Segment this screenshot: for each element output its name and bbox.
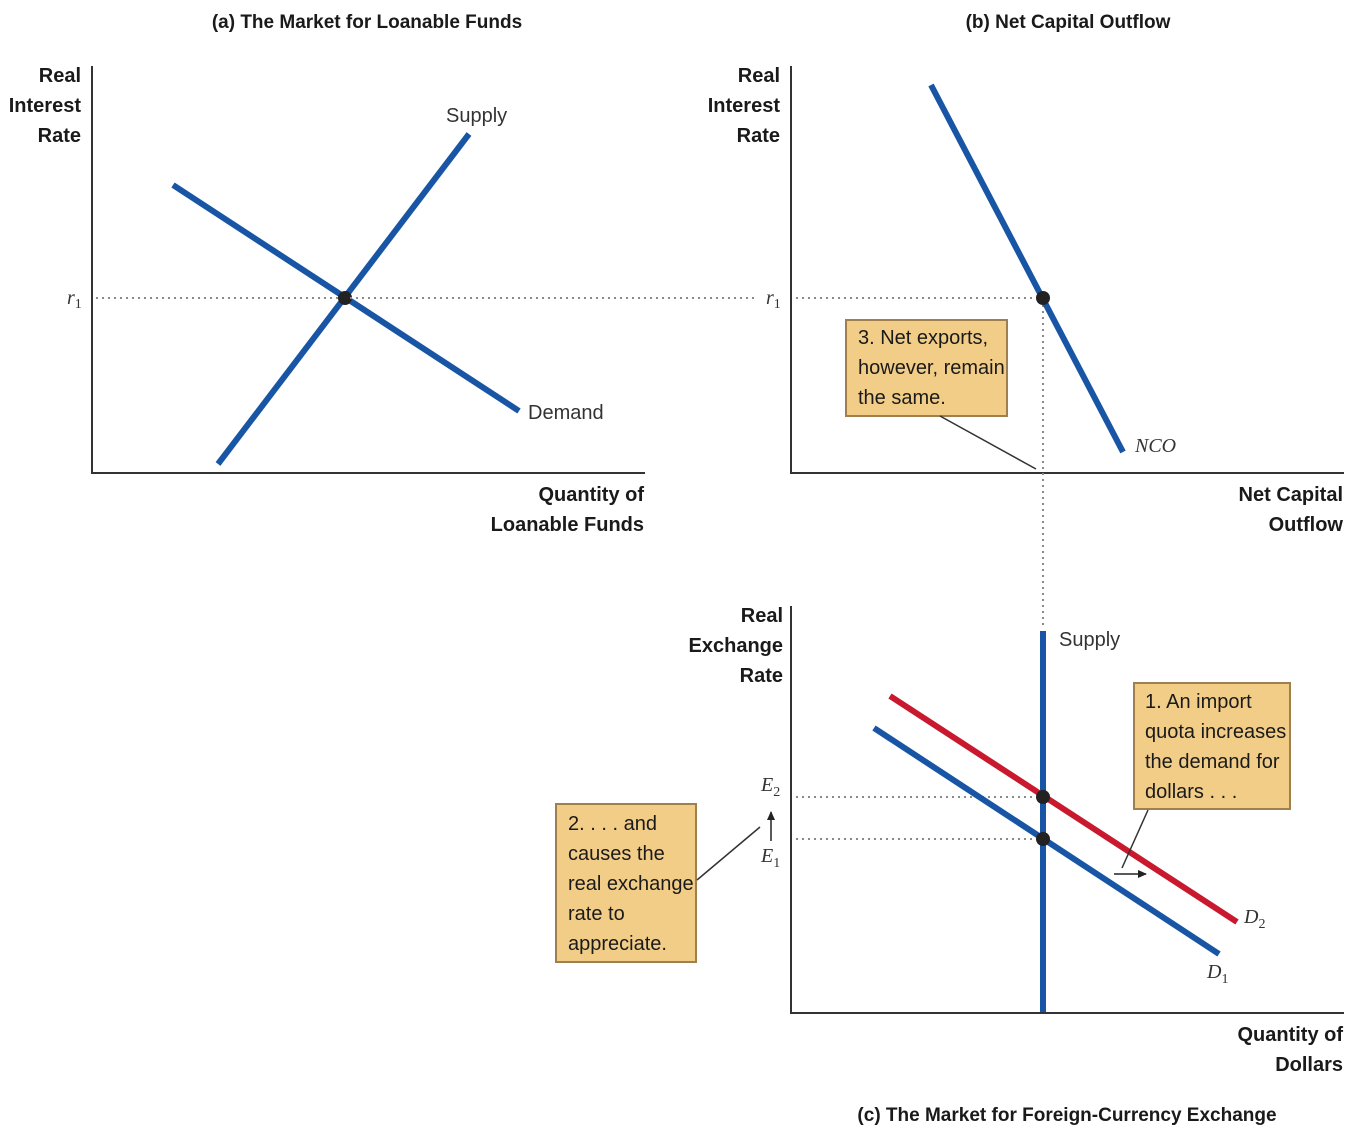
panel-c-note-1-pointer bbox=[1121, 809, 1149, 869]
panel-a-equilibrium-point bbox=[338, 291, 352, 305]
panel-c-note-2-line5: appreciate. bbox=[568, 933, 667, 955]
panel-c-d2-label: D2 bbox=[1243, 906, 1265, 932]
panel-c-e1-base: E bbox=[760, 845, 773, 867]
panel-b-title: (b) Net Capital Outflow bbox=[966, 12, 1171, 33]
panel-c-e2-tick: E2 bbox=[760, 774, 780, 800]
panel-a-r1-base: r bbox=[67, 287, 75, 309]
panel-c-foreign-currency-exchange: Real Exchange Rate Quantity of Dollars (… bbox=[555, 605, 1344, 1126]
panel-b-note-box bbox=[845, 319, 1008, 417]
panel-b-y-label-line2: Interest bbox=[708, 95, 781, 117]
panel-c-y-label-line1: Real bbox=[741, 605, 783, 627]
panel-c-note-1: 1. An import quota increases the demand … bbox=[1121, 682, 1291, 869]
panel-c-note-2-pointer bbox=[696, 826, 761, 881]
panel-b-x-label-line2: Outflow bbox=[1269, 514, 1344, 536]
panel-b-note-line1: 3. Net exports, bbox=[858, 327, 988, 349]
panel-b-r1-sub: 1 bbox=[774, 297, 781, 312]
panel-b-nco-curve bbox=[928, 83, 1126, 454]
panel-b-r1-tick: r1 bbox=[766, 287, 781, 312]
panel-c-d1-sub: 1 bbox=[1221, 972, 1228, 987]
panel-b-note-line2: however, remain bbox=[858, 357, 1005, 379]
panel-c-e2-sub: 2 bbox=[773, 785, 780, 800]
panel-a-y-label-line2: Interest bbox=[9, 95, 82, 117]
panel-c-note-1-line1: 1. An import bbox=[1145, 691, 1252, 713]
panel-c-d2-curve bbox=[888, 693, 1239, 925]
panel-c-e2-base: E bbox=[760, 774, 773, 796]
panel-c-y-label-line3: Rate bbox=[740, 665, 783, 687]
panel-c-title: (c) The Market for Foreign-Currency Exch… bbox=[857, 1105, 1276, 1126]
panel-b-net-capital-outflow: (b) Net Capital Outflow Real Interest Ra… bbox=[708, 12, 1344, 628]
panel-c-d1-label: D1 bbox=[1206, 961, 1228, 987]
panel-c-d2-sub: 2 bbox=[1258, 917, 1265, 932]
panel-a-demand-label: Demand bbox=[528, 402, 604, 424]
panel-c-note-1-box bbox=[1133, 682, 1291, 810]
panel-c-e1-tick: E1 bbox=[760, 845, 780, 871]
panel-a-loanable-funds: (a) The Market for Loanable Funds Real I… bbox=[9, 12, 645, 536]
panel-c-supply-label: Supply bbox=[1059, 629, 1120, 651]
panel-c-d1-base: D bbox=[1206, 961, 1222, 983]
panel-c-axes bbox=[790, 606, 1344, 1014]
panel-c-note-1-line2: quota increases bbox=[1145, 721, 1286, 743]
panel-b-r1-base: r bbox=[766, 287, 774, 309]
panel-c-e1-sub: 1 bbox=[773, 856, 780, 871]
panel-b-note-pointer bbox=[939, 415, 1037, 470]
panel-a-r1-tick: r1 bbox=[67, 287, 82, 312]
panel-a-y-label-line3: Rate bbox=[38, 125, 81, 147]
panel-b-nco-label: NCO bbox=[1134, 435, 1176, 457]
panel-c-note-2-line1: 2. . . . and bbox=[568, 813, 657, 835]
panel-b-note: 3. Net exports, however, remain the same… bbox=[845, 319, 1037, 470]
panel-c-note-2: 2. . . . and causes the real exchange ra… bbox=[555, 803, 761, 963]
panel-b-axes bbox=[790, 66, 1344, 474]
panel-c-note-2-line2: causes the bbox=[568, 843, 665, 865]
panel-c-note-2-line3: real exchange bbox=[568, 873, 694, 895]
panel-b-equilibrium-point bbox=[1036, 291, 1050, 305]
panel-a-y-label-line1: Real bbox=[39, 65, 81, 87]
panel-c-initial-equilibrium-point bbox=[1036, 832, 1050, 846]
panel-c-note-2-line4: rate to bbox=[568, 903, 625, 925]
panel-b-y-label-line1: Real bbox=[738, 65, 780, 87]
panel-c-note-1-line3: the demand for bbox=[1145, 751, 1280, 773]
panel-c-note-1-line4: dollars . . . bbox=[1145, 781, 1237, 803]
panel-c-y-label-line2: Exchange bbox=[689, 635, 783, 657]
panel-c-d2-base: D bbox=[1243, 906, 1259, 928]
panel-a-supply-label: Supply bbox=[446, 105, 507, 127]
panel-a-r1-sub: 1 bbox=[75, 297, 82, 312]
panel-c-note-2-box bbox=[555, 803, 697, 963]
panel-b-note-line3: the same. bbox=[858, 387, 946, 409]
panel-b-x-label-line1: Net Capital bbox=[1239, 484, 1343, 506]
panel-a-axes bbox=[91, 66, 645, 474]
panel-c-x-label-line2: Dollars bbox=[1275, 1054, 1343, 1076]
panel-a-title: (a) The Market for Loanable Funds bbox=[212, 12, 522, 33]
panel-b-y-label-line3: Rate bbox=[737, 125, 780, 147]
panel-a-x-label-line2: Loanable Funds bbox=[491, 514, 644, 536]
panel-c-new-equilibrium-point bbox=[1036, 790, 1050, 804]
panel-a-x-label-line1: Quantity of bbox=[538, 484, 644, 506]
panel-c-x-label-line1: Quantity of bbox=[1237, 1024, 1343, 1046]
